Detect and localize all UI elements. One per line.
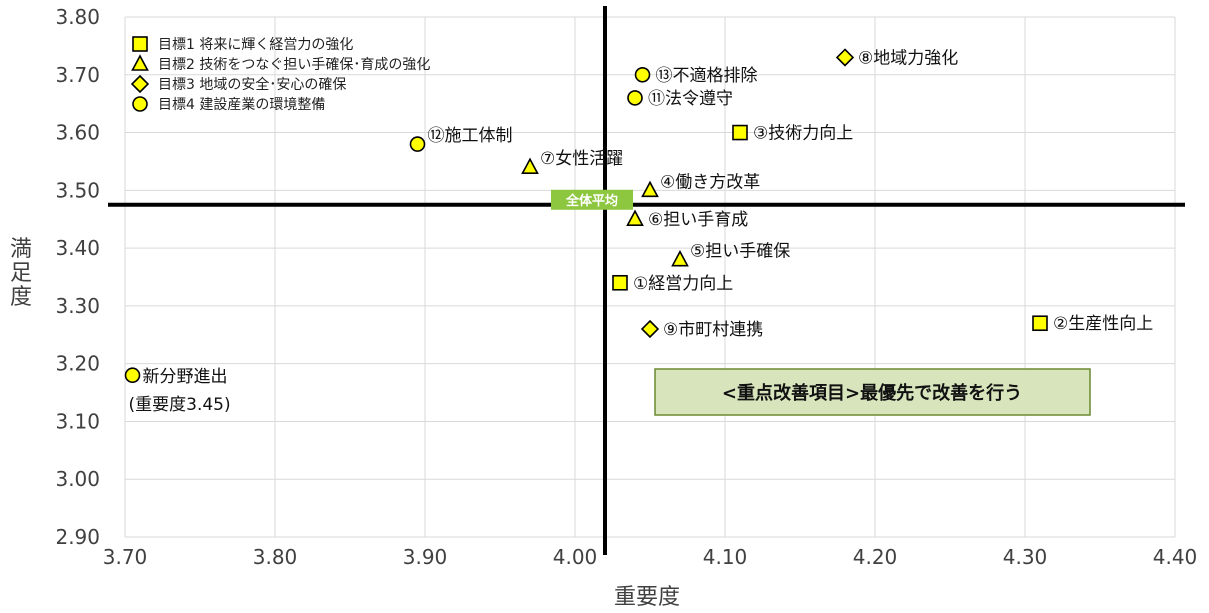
point-label: ⑫施工体制 — [428, 126, 513, 146]
y-tick-label: 2.90 — [55, 525, 100, 549]
square-marker — [1032, 315, 1048, 332]
diamond-marker — [640, 319, 660, 339]
y-axis-title-char: 度 — [10, 285, 32, 310]
circle-marker — [132, 96, 148, 112]
y-tick-label: 3.80 — [55, 5, 100, 29]
tick-labels: 3.70 3.80 3.90 4.00 4.10 4.20 4.30 4.40 2.90 3.00… — [55, 5, 1197, 569]
x-tick-label: 4.10 — [703, 545, 748, 569]
circle-marker — [627, 90, 643, 106]
circle-marker — [409, 136, 426, 152]
point-sublabel: (重要度3.45) — [129, 395, 231, 415]
y-axis-title-char: 満 — [10, 237, 32, 262]
legend-entry: 目標1 将来に輝く経営力の強化 — [158, 37, 353, 53]
point-label: ⑥担い手育成 — [648, 210, 748, 230]
square-marker — [132, 36, 148, 52]
point-label: ④働き方改革 — [660, 172, 760, 192]
y-tick-label: 3.30 — [55, 294, 100, 318]
average-label-bg — [551, 189, 633, 210]
average-label: 全体平均 — [565, 193, 618, 209]
x-tick-label: 4.40 — [1153, 545, 1198, 569]
x-tick-label: 3.80 — [253, 545, 298, 569]
triangle-marker — [521, 157, 539, 175]
y-axis-title: 満足度 — [10, 237, 32, 310]
y-tick-label: 3.10 — [55, 409, 100, 433]
x-tick-label: 4.30 — [1003, 545, 1048, 569]
annotation-box-bg — [654, 368, 1091, 416]
x-tick-label: 4.00 — [553, 545, 598, 569]
triangle-marker — [626, 209, 644, 227]
square-marker — [612, 274, 628, 291]
point-label: ⑦女性活躍 — [540, 149, 623, 169]
y-axis-title-char: 足 — [10, 261, 32, 286]
circle-marker — [124, 367, 141, 384]
annotation-box: <重点改善項目>最優先で改善を行う — [654, 368, 1091, 416]
y-tick-label: 3.00 — [55, 467, 100, 491]
point-label: ⑨市町村連携 — [663, 320, 763, 340]
point-label: ⑤担い手確保 — [690, 242, 790, 262]
legend-entry: 目標4 建設産業の環境整備 — [158, 97, 325, 113]
triangle-marker — [641, 180, 659, 198]
point-label: ③技術力向上 — [753, 124, 853, 144]
circle-marker — [634, 66, 651, 83]
x-tick-label: 3.70 — [103, 545, 148, 569]
y-tick-label: 3.70 — [55, 63, 100, 87]
point-label: ①経営力向上 — [633, 274, 733, 294]
diamond-marker — [835, 48, 855, 67]
point-label: 新分野進出 — [143, 367, 228, 387]
square-marker — [732, 124, 748, 141]
y-tick-label: 3.40 — [55, 236, 100, 260]
point-label: ⑬不適格排除 — [656, 66, 758, 86]
triangle-marker — [671, 249, 689, 267]
data-points: ①経営力向上 ②生産性向上 ③技術力向上 ④働き方改革 ⑤担い手確保 ⑥担い手育成 ⑦女性活… — [124, 48, 1153, 415]
legend-entry: 目標3 地域の安全･安心の確保 — [158, 76, 346, 93]
x-axis-title: 重要度 — [614, 585, 680, 610]
point-label: ②生産性向上 — [1053, 314, 1153, 334]
y-tick-label: 3.20 — [55, 352, 100, 376]
legend-entry: 目標2 技術をつなぐ担い手確保･育成の強化 — [158, 57, 430, 73]
x-tick-label: 3.90 — [403, 545, 448, 569]
annotation-text: <重点改善項目>最優先で改善を行う — [722, 382, 1022, 404]
y-tick-label: 3.60 — [55, 121, 100, 145]
triangle-marker — [131, 54, 149, 71]
point-label: ⑧地域力強化 — [858, 48, 958, 68]
point-label: ⑪法令遵守 — [648, 89, 733, 109]
average-lines: 全体平均 — [108, 6, 1185, 555]
diamond-marker — [130, 74, 150, 94]
y-tick-label: 3.50 — [55, 178, 100, 202]
x-tick-label: 4.20 — [853, 545, 898, 569]
